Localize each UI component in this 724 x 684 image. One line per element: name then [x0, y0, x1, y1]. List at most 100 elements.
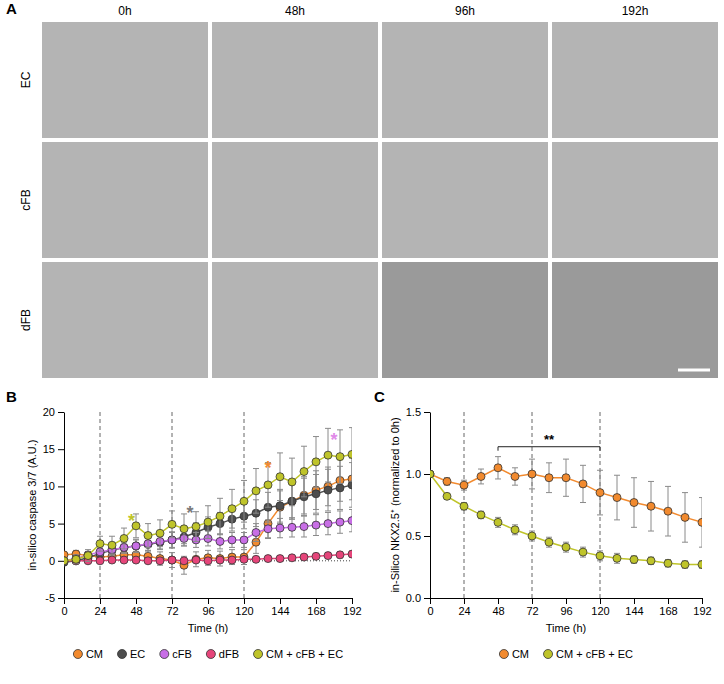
- error-cap: [495, 527, 501, 528]
- error-cap: [495, 478, 501, 479]
- scale-bar: [678, 369, 710, 372]
- error-cap: [580, 547, 586, 548]
- error-cap: [193, 511, 199, 512]
- significance-mark: *: [128, 511, 135, 531]
- tick: 0: [61, 598, 67, 617]
- tick-mark: [634, 598, 635, 604]
- error-cap: [85, 561, 91, 562]
- tick-mark: [600, 598, 601, 604]
- tick: 1.5: [406, 406, 430, 418]
- marker: [216, 512, 224, 520]
- tick: 0: [49, 555, 64, 567]
- error-cap: [614, 519, 620, 520]
- error-cap: [325, 428, 331, 429]
- micrograph: [382, 142, 548, 258]
- error-cap: [229, 531, 235, 532]
- error-cap: [563, 496, 569, 497]
- error-cap: [217, 551, 223, 552]
- chart-panel: B024487296120144168192-505101520Time (h)…: [6, 388, 362, 660]
- error-cap: [121, 552, 127, 553]
- marker: [216, 556, 224, 564]
- marker: [324, 486, 332, 494]
- column-header: 48h: [285, 4, 305, 18]
- error-cap: [349, 481, 352, 482]
- error-cap: [546, 492, 552, 493]
- error-cap: [631, 527, 637, 528]
- error-cap: [337, 510, 343, 511]
- column-header: 192h: [622, 4, 649, 18]
- marker: [192, 523, 200, 531]
- marker: [348, 517, 352, 525]
- legend-marker: [544, 650, 553, 659]
- error-cap: [241, 549, 247, 550]
- error-cap: [193, 566, 199, 567]
- tick-mark: [498, 598, 499, 604]
- marker: [681, 561, 689, 569]
- error-cap: [133, 539, 139, 540]
- error-cap: [133, 551, 139, 552]
- tick-label: 0: [49, 555, 55, 567]
- error-cap: [512, 534, 518, 535]
- error-cap: [253, 523, 259, 524]
- error-cap: [682, 492, 688, 493]
- marker: [545, 474, 553, 482]
- tick-label: 144: [271, 605, 289, 617]
- error-cap: [205, 550, 211, 551]
- reference-line: [532, 412, 533, 598]
- error-cap: [229, 489, 235, 490]
- legend-item: CM + cFB + EC: [254, 648, 344, 660]
- error-cap: [181, 543, 187, 544]
- error-cap: [241, 532, 247, 533]
- marker: [312, 490, 320, 498]
- error-cap: [325, 512, 331, 513]
- tick: 0.5: [406, 530, 430, 542]
- tick: 10: [43, 480, 64, 492]
- marker: [312, 458, 320, 466]
- error-cap: [529, 459, 535, 460]
- error-cap: [145, 523, 151, 524]
- error-cap: [563, 459, 569, 460]
- tick-mark: [100, 598, 101, 604]
- tick-mark: [430, 598, 431, 604]
- error-cap: [614, 475, 620, 476]
- tick-mark: [424, 474, 430, 475]
- tick-mark: [464, 598, 465, 604]
- tick-mark: [352, 598, 353, 604]
- error-cap: [229, 528, 235, 529]
- legend-label: CM: [86, 648, 103, 660]
- tick-mark: [58, 524, 64, 525]
- chart-panel: C0244872961201441681920.00.51.01.5Time (…: [374, 388, 712, 660]
- error-cap: [109, 554, 115, 555]
- legend-label: CM + cFB + EC: [266, 648, 343, 660]
- tick-mark: [58, 561, 64, 562]
- tick-mark: [280, 598, 281, 604]
- legend-label: dFB: [219, 648, 239, 660]
- error-cap: [289, 536, 295, 537]
- tick-label: 48: [130, 605, 142, 617]
- tick-label: 96: [560, 605, 572, 617]
- marker: [494, 518, 502, 526]
- marker: [528, 532, 536, 540]
- marker: [596, 552, 604, 560]
- tick-label: 120: [591, 605, 609, 617]
- error-cap: [265, 537, 271, 538]
- error-cap: [301, 536, 307, 537]
- micrograph: [552, 262, 718, 378]
- marker: [630, 499, 638, 507]
- marker: [647, 557, 655, 565]
- marker: [264, 525, 272, 533]
- legend-marker: [160, 650, 169, 659]
- error-cap: [109, 554, 115, 555]
- error-cap: [580, 502, 586, 503]
- error-cap: [157, 549, 163, 550]
- marker: [443, 492, 451, 500]
- marker: [348, 481, 352, 489]
- marker: [430, 470, 434, 478]
- error-cap: [241, 522, 247, 523]
- reference-lines: [64, 412, 352, 598]
- tick-label: 1.0: [406, 468, 421, 480]
- legend-label: EC: [130, 648, 145, 660]
- tick-mark: [424, 598, 430, 599]
- marker: [264, 481, 272, 489]
- error-cap: [648, 531, 654, 532]
